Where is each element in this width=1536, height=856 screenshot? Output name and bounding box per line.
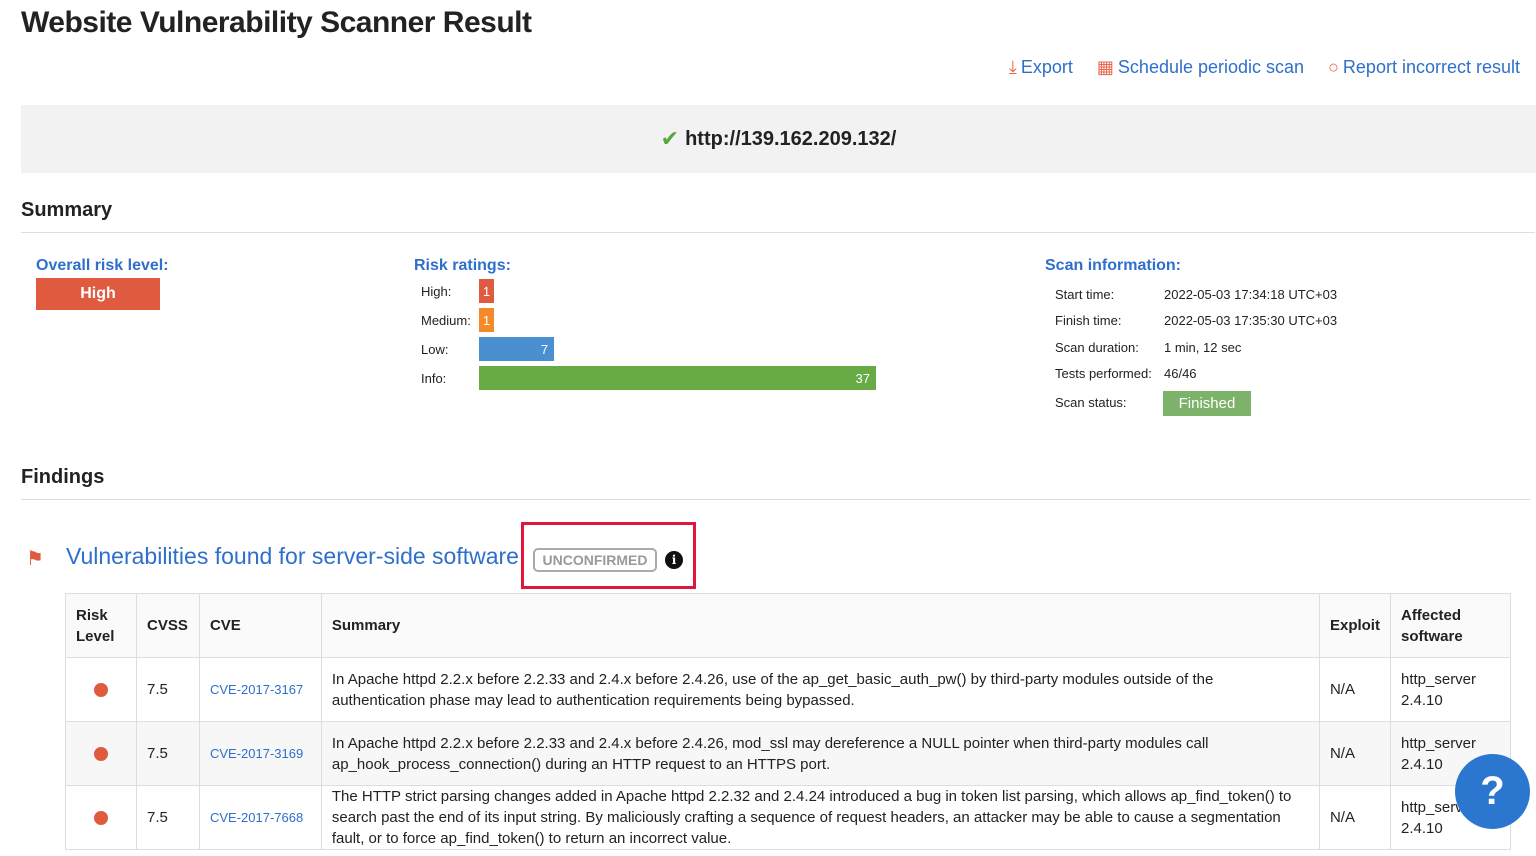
rating-bar: 7 (479, 337, 555, 361)
schedule-scan-button[interactable]: ▦ Schedule periodic scan (1096, 57, 1305, 77)
target-url-bar: ✔ http://139.162.209.132/ (21, 105, 1536, 173)
scan-info-value: 2022-05-03 17:34:18 UTC+03 (1164, 287, 1338, 302)
overall-risk-badge: High (36, 278, 160, 310)
calendar-icon: ▦ (1096, 57, 1114, 77)
cvss-cell: 7.5 (135, 657, 200, 722)
table-row: 7.5 CVE-2017-7668 The HTTP strict parsin… (65, 785, 1512, 850)
rating-label: Info: (421, 370, 447, 386)
column-header: Summary (320, 593, 1320, 658)
exploit-cell: N/A (1318, 657, 1391, 722)
exploit-cell: N/A (1318, 785, 1391, 850)
overall-risk-label: Overall risk level: (36, 257, 169, 274)
page-title: Website Vulnerability Scanner Result (21, 6, 532, 39)
cvss-cell: 7.5 (135, 721, 200, 786)
scan-status-badge: Finished (1163, 391, 1251, 416)
column-header: CVSS (135, 593, 200, 658)
download-icon: ⤓ (1008, 57, 1017, 77)
help-button[interactable]: ? (1455, 754, 1530, 829)
table-row: 7.5 CVE-2017-3169 In Apache httpd 2.2.x … (65, 721, 1512, 786)
flag-icon: ⚑ (26, 548, 44, 570)
scan-info-key: Scan status: (1055, 395, 1127, 410)
cve-link[interactable]: CVE-2017-3167 (209, 682, 304, 697)
scan-info-label: Scan information: (1045, 257, 1182, 274)
scan-info-key: Tests performed: (1055, 366, 1152, 381)
software-cell: http_server 2.4.10 (1389, 657, 1512, 722)
scan-info-key: Finish time: (1055, 313, 1122, 328)
risk-high-icon (93, 682, 108, 697)
scan-info-value: 46/46 (1164, 366, 1197, 381)
rating-label: Low: (421, 341, 449, 357)
cvss-cell: 7.5 (135, 785, 200, 850)
summary-cell: In Apache httpd 2.2.x before 2.2.33 and … (320, 657, 1320, 722)
scan-info-value: 2022-05-03 17:35:30 UTC+03 (1164, 313, 1338, 328)
cve-link[interactable]: CVE-2017-7668 (209, 810, 304, 825)
risk-high-icon (93, 810, 108, 825)
rating-label: Medium: (421, 312, 471, 328)
summary-cell: In Apache httpd 2.2.x before 2.2.33 and … (320, 721, 1320, 786)
rating-bar: 1 (479, 279, 494, 303)
check-icon: ✔ (660, 126, 680, 151)
column-header: Affected software (1389, 593, 1512, 658)
export-button[interactable]: ⤓ Export (1008, 57, 1073, 77)
exploit-cell: N/A (1318, 721, 1391, 786)
summary-heading: Summary (21, 199, 113, 221)
scan-info-value: 1 min, 12 sec (1164, 340, 1242, 355)
table-row: 7.5 CVE-2017-3167 In Apache httpd 2.2.x … (65, 657, 1512, 722)
column-header: Risk Level (65, 593, 137, 658)
highlight-box (521, 522, 696, 589)
rating-bar: 1 (479, 308, 494, 332)
comment-icon: ○ (1328, 57, 1339, 77)
findings-table: Risk Level CVSS CVE Summary Exploit Affected … (65, 593, 1512, 850)
scan-info-key: Start time: (1055, 287, 1115, 302)
cve-link[interactable]: CVE-2017-3169 (209, 746, 304, 761)
info-icon[interactable]: i (665, 551, 683, 569)
rating-bar: 37 (479, 366, 876, 390)
report-incorrect-button[interactable]: ○ Report incorrect result (1328, 57, 1520, 77)
unconfirmed-badge: UNCONFIRMED (533, 548, 657, 572)
scan-info-key: Scan duration: (1055, 340, 1139, 355)
column-header: Exploit (1318, 593, 1391, 658)
risk-high-icon (93, 746, 108, 761)
rating-label: High: (421, 283, 452, 299)
column-header: CVE (198, 593, 322, 658)
risk-ratings-label: Risk ratings: (414, 257, 511, 274)
summary-cell: The HTTP strict parsing changes added in… (320, 785, 1320, 850)
finding-title[interactable]: Vulnerabilities found for server-side so… (66, 543, 519, 569)
findings-heading: Findings (21, 466, 105, 488)
